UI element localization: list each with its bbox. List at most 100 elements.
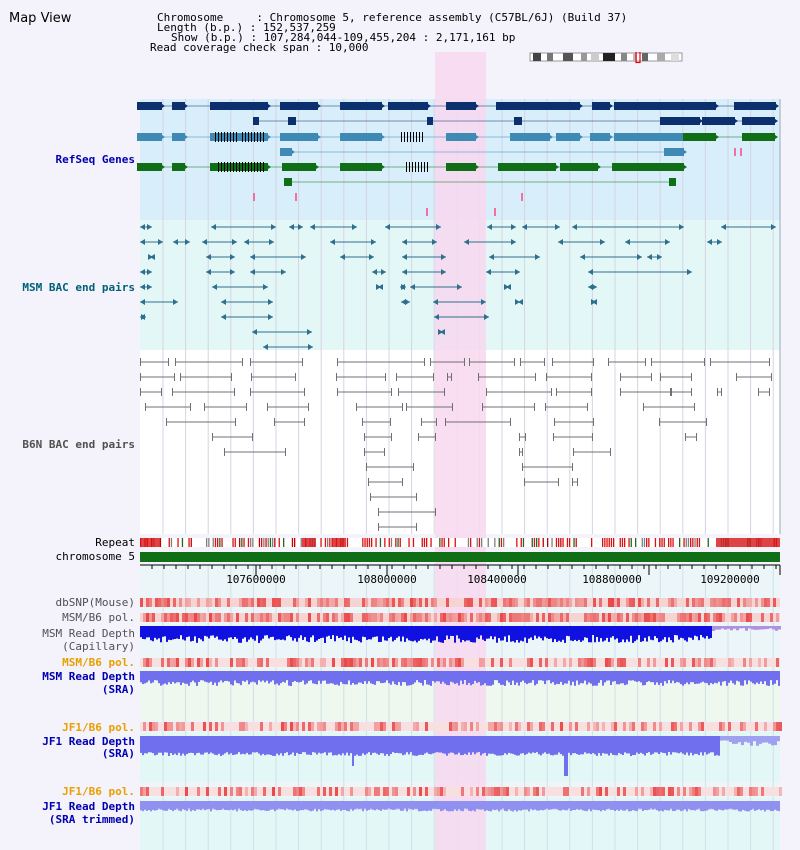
depth-bar — [376, 801, 378, 810]
heat-cell — [527, 787, 530, 796]
depth-bar — [376, 671, 378, 682]
heat-cell — [344, 613, 347, 622]
depth-bar — [182, 626, 184, 640]
heat-cell — [323, 722, 326, 731]
track-label-repeat[interactable]: Repeat — [95, 536, 135, 549]
track-label-jf1-trimmed[interactable]: JF1 Read Depth — [42, 800, 135, 813]
heat-cell — [155, 598, 158, 607]
depth-bar — [634, 671, 636, 682]
depth-bar — [760, 671, 762, 682]
depth-bar — [494, 626, 496, 637]
depth-bar — [706, 671, 708, 684]
depth-bar — [354, 801, 356, 810]
heat-cell — [362, 598, 365, 607]
depth-bar — [508, 671, 510, 683]
depth-bar — [566, 736, 568, 776]
depth-bar — [686, 671, 688, 683]
heat-cell — [218, 613, 221, 622]
depth-bar — [478, 626, 480, 639]
track-label-dbsnp[interactable]: dbSNP(Mouse) — [55, 596, 135, 609]
heat-cell — [260, 598, 263, 607]
heat-cell — [143, 658, 146, 667]
heat-cell — [215, 658, 218, 667]
heat-cell — [608, 658, 611, 667]
depth-bar — [282, 736, 284, 756]
depth-bar — [310, 801, 312, 812]
depth-bar — [174, 801, 176, 810]
track-label-b6n-bac[interactable]: B6N BAC end pairs — [22, 438, 135, 451]
depth-bar — [552, 671, 554, 683]
exon-mark — [260, 162, 261, 172]
heat-cell — [743, 722, 746, 731]
repeat-element — [494, 538, 496, 547]
b6n-bac-end — [418, 433, 419, 441]
depth-bar — [208, 801, 210, 809]
heat-cell — [488, 722, 491, 731]
depth-bar — [324, 626, 326, 643]
depth-bar — [196, 626, 198, 643]
track-label-msm-bac[interactable]: MSM BAC end pairs — [22, 281, 135, 294]
depth-bar — [496, 671, 498, 681]
exon-mark — [227, 162, 228, 172]
depth-bar — [240, 801, 242, 811]
heat-cell — [245, 658, 248, 667]
heat-cell — [206, 598, 209, 607]
depth-bar — [682, 736, 684, 754]
depth-bar — [212, 671, 214, 685]
depth-bar — [778, 626, 781, 630]
depth-bar — [748, 671, 750, 681]
heat-cell — [698, 613, 701, 622]
track-label-msm-b6-pol-cap[interactable]: MSM/B6 pol. — [62, 611, 135, 624]
depth-bar — [250, 801, 252, 811]
depth-bar — [536, 626, 538, 639]
chromosome-ideogram[interactable] — [529, 52, 685, 64]
track-label-msm-b6-pol-sra[interactable]: MSM/B6 pol. — [62, 656, 135, 669]
exon-mark — [407, 132, 408, 142]
depth-bar — [494, 736, 496, 755]
depth-bar — [176, 736, 178, 756]
depth-bar — [602, 801, 604, 810]
track-label-refseq[interactable]: RefSeq Genes — [55, 153, 135, 166]
heat-cell — [368, 787, 371, 796]
heat-cell — [440, 787, 443, 796]
exon-mark — [233, 162, 234, 172]
depth-bar — [554, 736, 556, 755]
depth-bar — [574, 626, 576, 640]
depth-bar — [464, 801, 466, 809]
depth-bar — [176, 801, 178, 809]
heat-cell — [611, 613, 614, 622]
track-label-jf1-b6-pol[interactable]: JF1/B6 pol. — [62, 721, 135, 734]
track-label-msm-depth-sra[interactable]: MSM Read Depth — [42, 670, 135, 683]
depth-bar — [266, 736, 268, 755]
depth-bar — [724, 626, 727, 630]
heat-cell — [224, 787, 227, 796]
track-label-jf1-depth[interactable]: JF1 Read Depth — [42, 735, 135, 748]
depth-bar — [242, 801, 244, 811]
depth-bar — [722, 801, 724, 811]
length-info-line: Length (b.p.) : 152,537,259 — [157, 21, 336, 34]
heat-cell — [680, 613, 683, 622]
msm-bac-end — [230, 254, 235, 260]
b6n-bac-end — [593, 418, 594, 426]
track-label-msm-depth-cap[interactable]: MSM Read Depth — [42, 627, 135, 640]
heat-cell — [509, 598, 512, 607]
depth-bar — [514, 671, 516, 685]
heat-cell — [638, 598, 641, 607]
depth-bar — [154, 801, 156, 811]
heat-cell — [776, 722, 779, 731]
track-label-jf1-b6-pol-2[interactable]: JF1/B6 pol. — [62, 785, 135, 798]
depth-bar — [252, 671, 254, 682]
msm-bac-end — [252, 329, 257, 335]
depth-bar — [274, 736, 276, 756]
b6n-bac-end — [402, 403, 403, 411]
depth-bar — [428, 736, 430, 754]
heat-cell — [662, 787, 665, 796]
depth-bar — [576, 736, 578, 755]
depth-bar — [390, 626, 392, 637]
heat-cell — [515, 787, 518, 796]
heat-cell — [323, 787, 326, 796]
exon-mark — [419, 132, 420, 142]
heat-cell — [305, 658, 308, 667]
depth-bar — [720, 671, 722, 686]
